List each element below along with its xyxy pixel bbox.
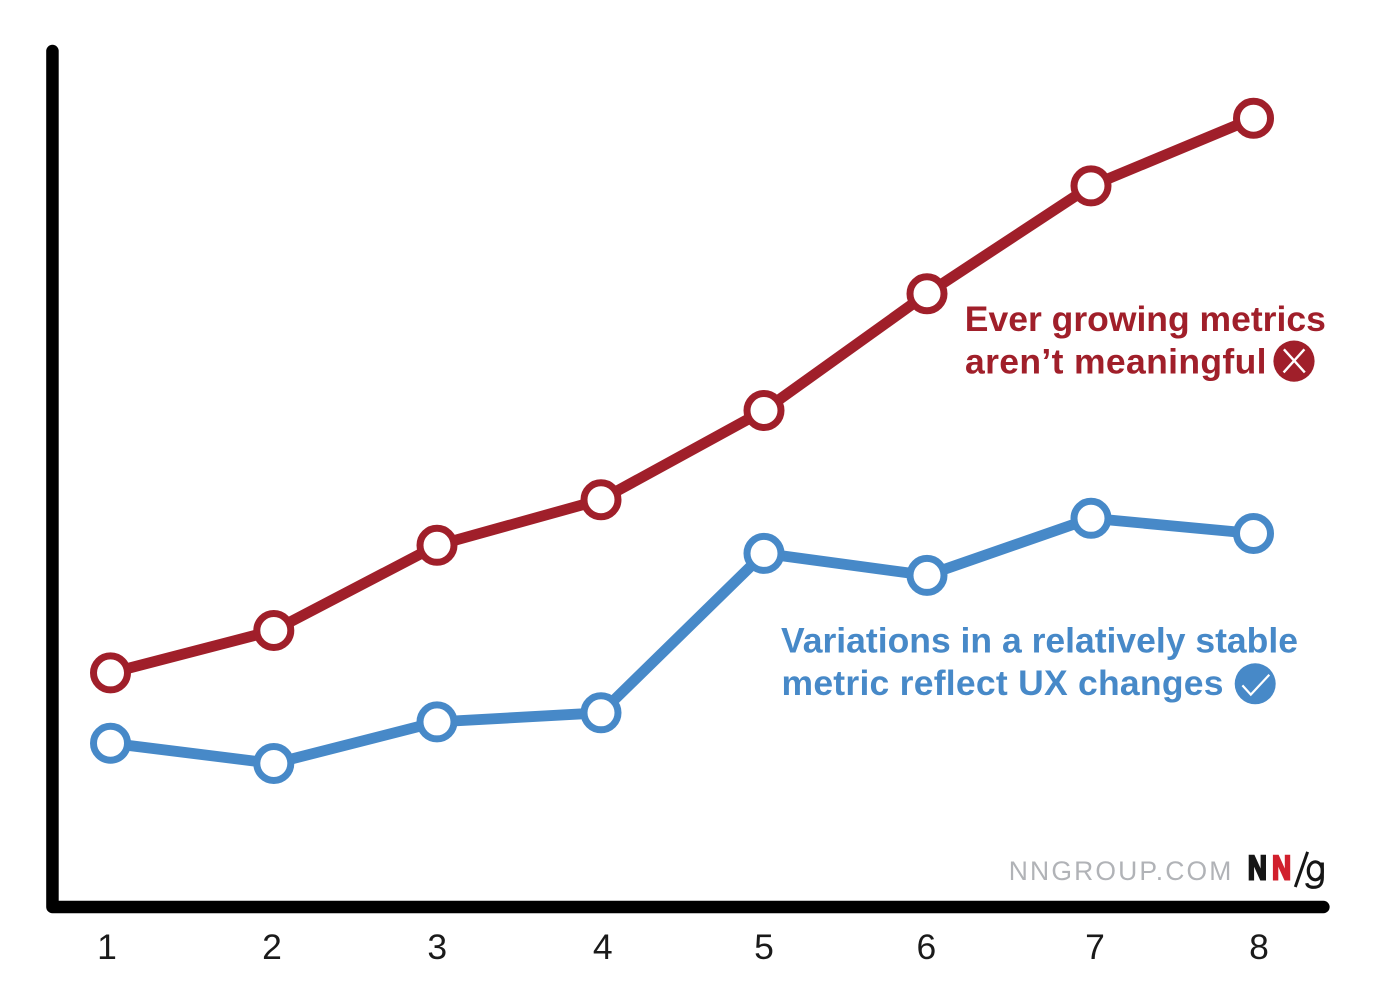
svg-text:3: 3 <box>427 927 447 967</box>
svg-text:5: 5 <box>754 927 774 967</box>
svg-text:aren’t meaningful: aren’t meaningful <box>965 342 1267 382</box>
svg-text:4: 4 <box>593 927 613 967</box>
svg-text:Ever growing metrics: Ever growing metrics <box>965 299 1326 339</box>
svg-text:NNGROUP.COM: NNGROUP.COM <box>1009 856 1232 886</box>
svg-text:Variations in a relatively sta: Variations in a relatively stable <box>781 621 1298 661</box>
svg-text:8: 8 <box>1249 927 1269 967</box>
svg-text:metric reflect UX changes: metric reflect UX changes <box>782 663 1224 703</box>
svg-text:2: 2 <box>262 927 282 967</box>
svg-text:6: 6 <box>917 927 937 967</box>
svg-text:7: 7 <box>1085 927 1105 967</box>
svg-text:1: 1 <box>97 927 117 967</box>
